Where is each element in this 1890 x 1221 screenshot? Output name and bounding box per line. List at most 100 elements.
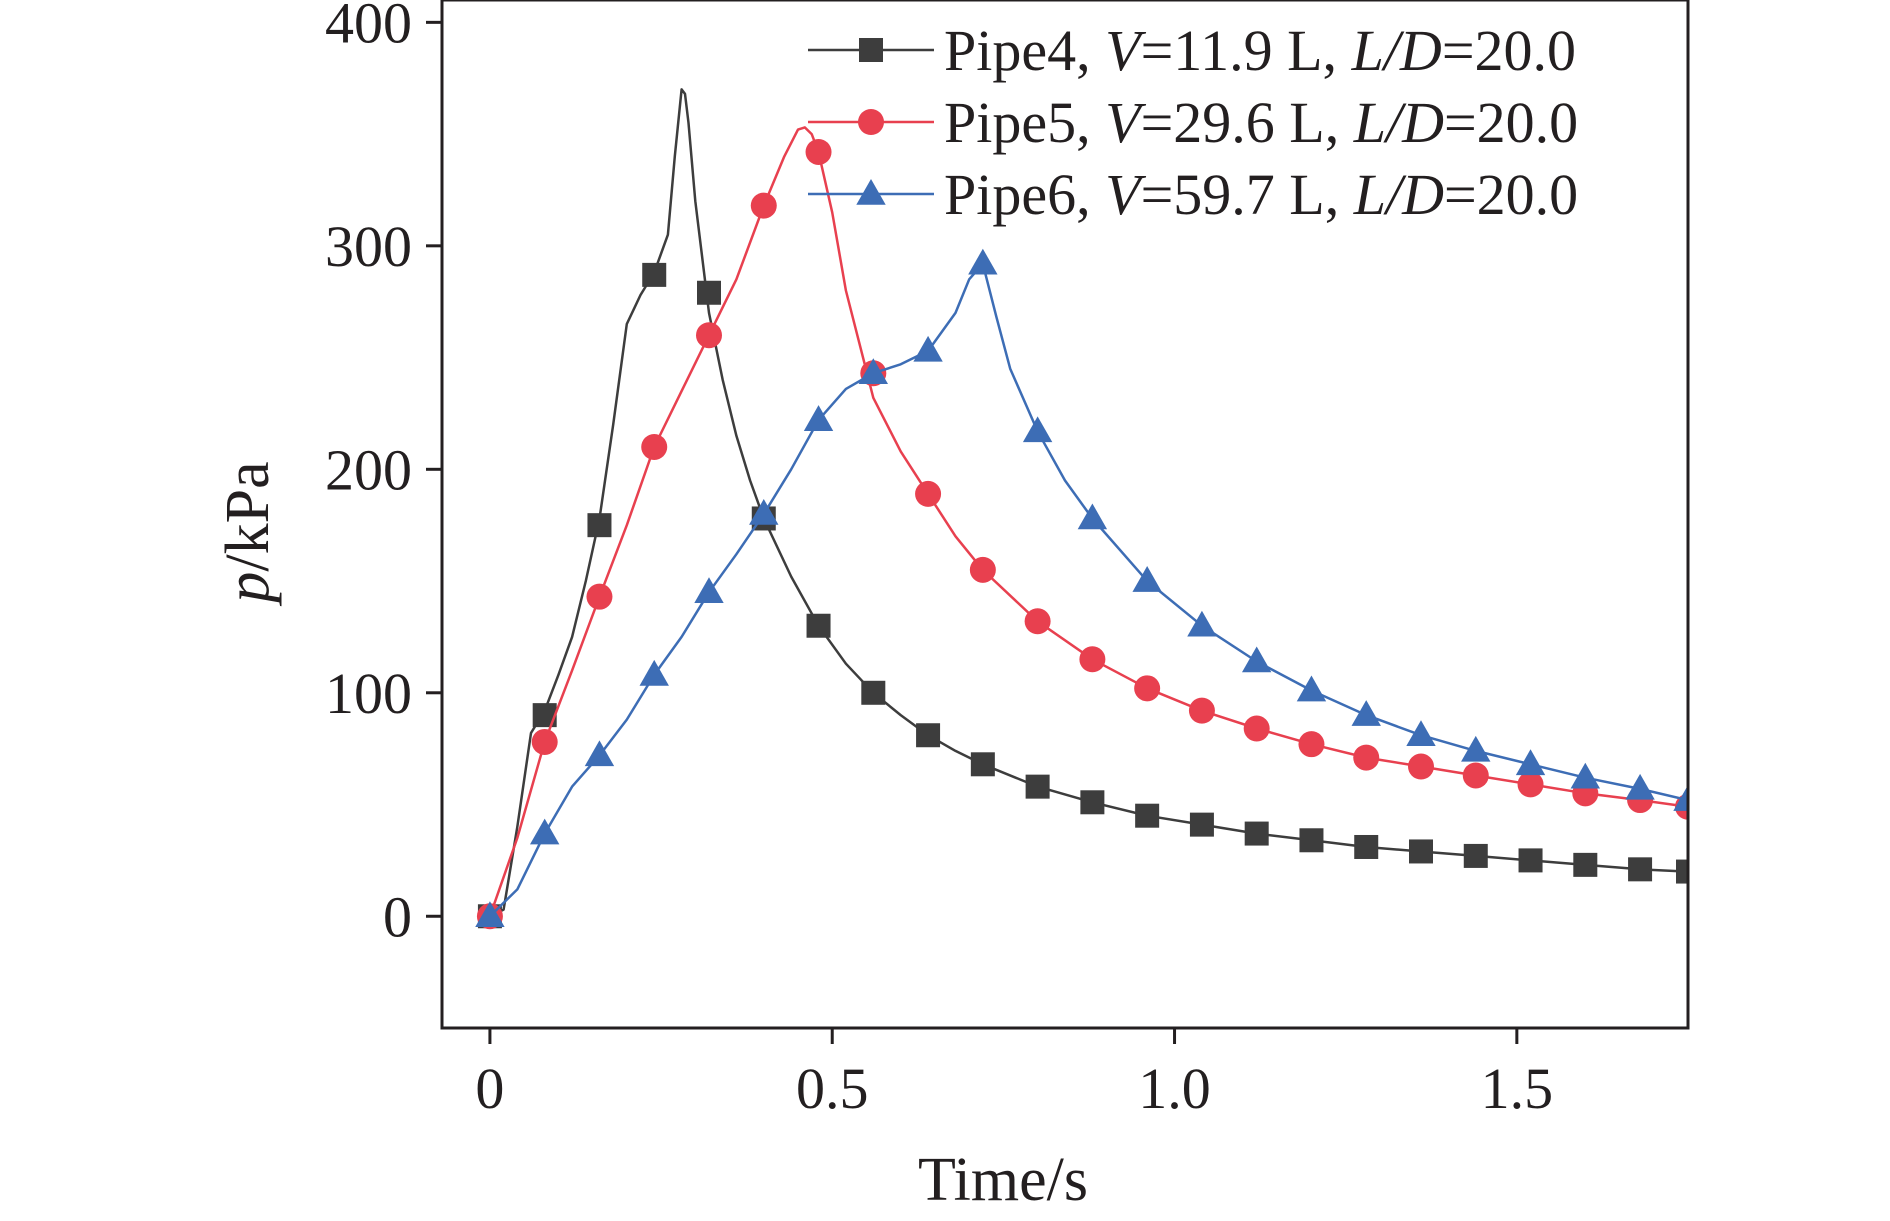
y-tick-label: 400	[325, 0, 412, 55]
data-point-pipe4	[970, 752, 995, 777]
data-point-pipe6	[968, 248, 998, 275]
data-point-pipe6	[1132, 566, 1162, 592]
data-point-pipe5	[915, 480, 942, 507]
data-point-pipe5	[1298, 731, 1325, 758]
legend-label-v-value: =59.7 L,	[1141, 162, 1354, 227]
plot-frame	[440, 0, 1690, 1030]
data-point-pipe5	[1024, 608, 1051, 635]
y-tick-label: 0	[383, 884, 412, 949]
legend-marker	[858, 109, 884, 135]
data-point-pipe6	[1673, 785, 1688, 811]
data-point-pipe6	[1241, 646, 1272, 673]
data-point-pipe6	[1187, 610, 1217, 637]
data-point-pipe6	[1406, 720, 1436, 747]
data-point-pipe6	[1461, 735, 1491, 762]
data-point-pipe5	[1353, 744, 1380, 771]
series-line-pipe4	[489, 88, 1688, 918]
data-point-pipe6	[1077, 503, 1108, 530]
x-axis: 0 0.5 1.0 1.5	[475, 1028, 1553, 1121]
data-point-pipe5	[696, 322, 722, 349]
legend-label-v-value: =29.6 L,	[1141, 90, 1354, 155]
data-point-pipe4	[1573, 852, 1598, 877]
data-point-pipe5	[531, 728, 558, 755]
legend-label-v-label: V	[1105, 162, 1147, 227]
legend-label: Pipe5, V=29.6 L, L/D=20.0	[944, 90, 1578, 155]
data-point-pipe4	[642, 262, 667, 287]
data-point-pipe5	[1079, 646, 1106, 673]
data-point-pipe4	[861, 680, 886, 705]
data-point-pipe4	[1354, 834, 1379, 859]
data-point-pipe5	[586, 583, 613, 610]
data-point-pipe6	[803, 405, 834, 431]
data-point-pipe6	[858, 358, 889, 385]
data-point-pipe4	[1080, 790, 1105, 815]
data-point-pipe4	[587, 513, 612, 538]
y-axis-title-variable: p	[214, 572, 282, 607]
series-line-pipe6	[489, 262, 1688, 918]
legend-label-ld-label: L/D	[1353, 162, 1444, 227]
data-point-pipe5	[1134, 675, 1161, 702]
legend-label-v-label: V	[1105, 90, 1147, 155]
data-point-pipe6	[1625, 773, 1655, 800]
data-point-pipe5	[1462, 762, 1489, 789]
x-tick-label: 0.5	[796, 1056, 869, 1121]
data-point-pipe6	[1351, 700, 1381, 726]
legend-label-v-value: =11.9 L,	[1141, 18, 1352, 83]
legend-item-pipe5: Pipe5, V=29.6 L, L/D=20.0	[808, 90, 1578, 155]
data-point-pipe4	[1025, 774, 1050, 799]
legend-item-pipe4: Pipe4, V=11.9 L, L/D=20.0	[808, 18, 1576, 83]
data-point-pipe4	[1299, 828, 1324, 853]
data-point-pipe5	[1188, 697, 1215, 724]
data-point-pipe6	[1296, 675, 1327, 702]
data-point-pipe4	[1189, 812, 1214, 837]
data-point-pipe4	[806, 613, 831, 638]
legend-marker	[859, 38, 883, 62]
data-point-pipe6	[1515, 749, 1546, 776]
data-point-pipe4	[1135, 803, 1160, 828]
y-tick-label: 300	[325, 214, 412, 279]
data-point-pipe6	[639, 659, 669, 686]
legend-label-prefix: Pipe6,	[944, 162, 1105, 227]
x-axis-title: Time/s	[918, 1146, 1088, 1214]
data-point-pipe6	[1022, 416, 1053, 443]
data-point-pipe6	[749, 499, 779, 525]
data-point-pipe6	[529, 818, 560, 845]
data-point-pipe5	[969, 556, 996, 583]
data-point-pipe6	[475, 901, 505, 928]
series-pipe5	[476, 126, 1688, 930]
legend-label-v-label: V	[1105, 18, 1147, 83]
legend-label-prefix: Pipe4,	[944, 18, 1105, 83]
x-tick-label: 1.5	[1481, 1056, 1554, 1121]
y-axis-title-unit: /kPa	[214, 461, 282, 571]
data-point-pipe5	[805, 138, 832, 165]
y-tick-label: 100	[325, 661, 412, 726]
series-pipe4	[477, 88, 1688, 929]
legend-label: Pipe6, V=59.7 L, L/D=20.0	[944, 162, 1578, 227]
data-point-pipe5	[1517, 771, 1544, 798]
legend-label-ld-value: =20.0	[1444, 162, 1578, 227]
data-point-pipe5	[641, 433, 668, 460]
data-point-pipe5	[1243, 715, 1270, 742]
series-layer	[475, 88, 1688, 930]
legend-label-ld-label: L/D	[1351, 18, 1442, 83]
series-pipe6	[475, 248, 1688, 928]
data-point-pipe4	[1676, 859, 1688, 884]
data-point-pipe4	[697, 280, 721, 305]
data-point-pipe6	[584, 740, 615, 767]
data-point-pipe4	[532, 703, 557, 728]
data-point-pipe5	[1408, 753, 1434, 780]
data-point-pipe4	[1518, 848, 1543, 873]
x-tick-label: 0	[475, 1056, 504, 1121]
y-axis-title: p/kPa	[214, 461, 282, 606]
legend-item-pipe6: Pipe6, V=59.7 L, L/D=20.0	[808, 162, 1578, 227]
data-point-pipe6	[694, 577, 724, 604]
y-axis: 0 100 200 300 400	[325, 0, 442, 949]
data-point-pipe4	[1409, 839, 1433, 864]
legend-label-ld-value: =20.0	[1442, 18, 1576, 83]
data-point-pipe6	[913, 335, 943, 362]
legend-label-ld-label: L/D	[1353, 90, 1444, 155]
legend-label-prefix: Pipe5,	[944, 90, 1105, 155]
data-point-pipe4	[916, 723, 941, 748]
data-point-pipe6	[1570, 762, 1601, 789]
